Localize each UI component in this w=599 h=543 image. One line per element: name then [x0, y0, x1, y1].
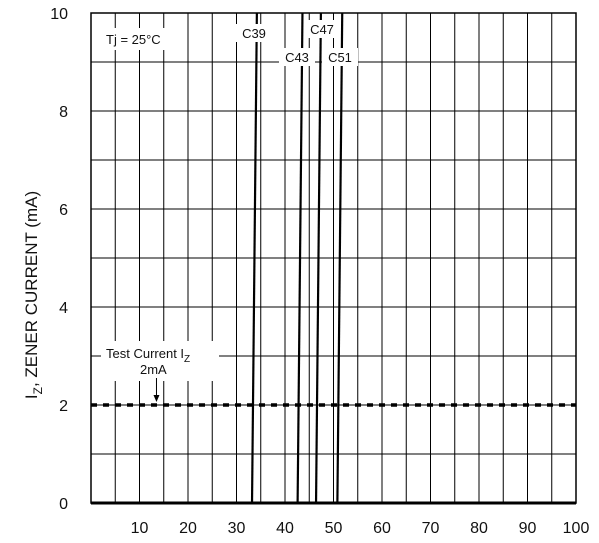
- y-tick-label: 8: [59, 104, 68, 121]
- series-label-bg: [322, 48, 358, 66]
- x-tick-label: 80: [470, 520, 488, 537]
- series-label-bg: [236, 24, 272, 42]
- temperature-label: Tj = 25°C: [106, 32, 161, 47]
- y-tick-label: 6: [59, 202, 68, 219]
- x-tick-label: 60: [373, 520, 391, 537]
- y-tick-labels: 0 2 4 6 8 10: [50, 6, 68, 513]
- x-tick-label: 100: [563, 520, 590, 537]
- y-axis-label-rest: , ZENER CURRENT (mA): [22, 191, 41, 387]
- series-label-bg: [304, 20, 340, 38]
- test-current-text: Test Current I: [106, 346, 184, 361]
- arrow-head: [153, 395, 160, 402]
- series-line-c39: [250, 12, 258, 504]
- series-line-c43: [296, 12, 304, 504]
- series-label-bg: [279, 48, 315, 66]
- test-current-arrow: [153, 378, 160, 402]
- y-tick-label: 2: [59, 398, 68, 415]
- y-tick-label: 10: [50, 6, 68, 23]
- series-label-c43: C43: [285, 50, 309, 65]
- series-label-c39: C39: [242, 26, 266, 41]
- x-tick-label: 30: [228, 520, 246, 537]
- y-axis-label-main: I: [22, 394, 41, 399]
- x-tick-label: 40: [276, 520, 294, 537]
- series-label-c51: C51: [328, 50, 352, 65]
- x-tick-labels: 10 20 30 40 50 60 70 80 90 100: [131, 520, 590, 537]
- y-axis-label: IZ, ZENER CURRENT (mA): [22, 191, 45, 399]
- test-current-value: 2mA: [140, 362, 167, 377]
- test-current-label: Test Current IZ: [106, 346, 190, 365]
- x-tick-label: 70: [422, 520, 440, 537]
- series-line-c47: [314, 12, 322, 504]
- y-tick-label: 0: [59, 496, 68, 513]
- test-current-label-bg: [101, 341, 219, 381]
- y-axis-label-subscript: Z: [31, 387, 45, 394]
- x-tick-label: 10: [131, 520, 149, 537]
- series-label-c47: C47: [310, 22, 334, 37]
- x-tick-label: 90: [519, 520, 537, 537]
- x-tick-label: 50: [325, 520, 343, 537]
- x-tick-label: 20: [179, 520, 197, 537]
- temperature-label-bg: [100, 28, 180, 50]
- grid: [90, 12, 577, 505]
- series-line-c51: [336, 12, 344, 504]
- y-tick-label: 4: [59, 300, 68, 317]
- test-current-subscript: Z: [184, 354, 190, 365]
